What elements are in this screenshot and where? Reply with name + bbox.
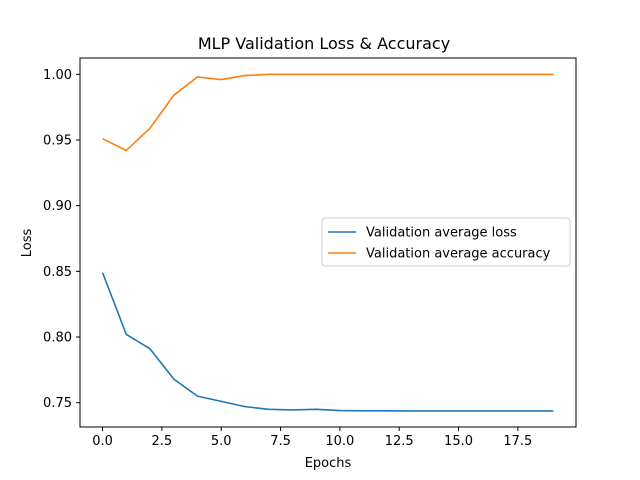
x-tick-label: 2.5 — [152, 434, 173, 449]
chart-title: MLP Validation Loss & Accuracy — [198, 34, 450, 53]
y-tick-label: 0.95 — [43, 133, 72, 148]
x-tick-label: 17.5 — [503, 434, 532, 449]
y-axis: 0.75 0.80 0.85 0.90 0.95 1.00 — [43, 68, 80, 411]
x-tick-label: 12.5 — [385, 434, 414, 449]
x-axis: 0.0 2.5 5.0 7.5 10.0 12.5 15.0 17.5 — [92, 427, 532, 449]
legend-label: Validation average accuracy — [366, 247, 551, 262]
x-tick-label: 7.5 — [270, 434, 291, 449]
x-axis-title: Epochs — [305, 456, 352, 471]
legend-box — [321, 217, 571, 267]
y-axis-title: Loss — [20, 229, 35, 258]
legend-label: Validation average loss — [366, 226, 517, 241]
y-tick-label: 0.80 — [43, 331, 72, 346]
x-tick-label: 0.0 — [92, 434, 113, 449]
x-tick-label: 15.0 — [444, 434, 473, 449]
series-layer — [101, 73, 554, 412]
x-tick-label: 5.0 — [211, 434, 232, 449]
legend: Validation average loss Validation averag… — [321, 217, 571, 267]
plot-frame — [79, 57, 577, 428]
y-tick-label: 0.75 — [43, 396, 72, 411]
y-tick-label: 1.00 — [43, 68, 72, 83]
y-tick-label: 0.85 — [43, 265, 72, 280]
y-tick-label: 0.90 — [43, 199, 72, 214]
series-line-accuracy — [102, 73, 554, 152]
x-tick-label: 10.0 — [325, 434, 354, 449]
plot-area — [79, 57, 577, 428]
series-line-loss — [101, 272, 554, 412]
